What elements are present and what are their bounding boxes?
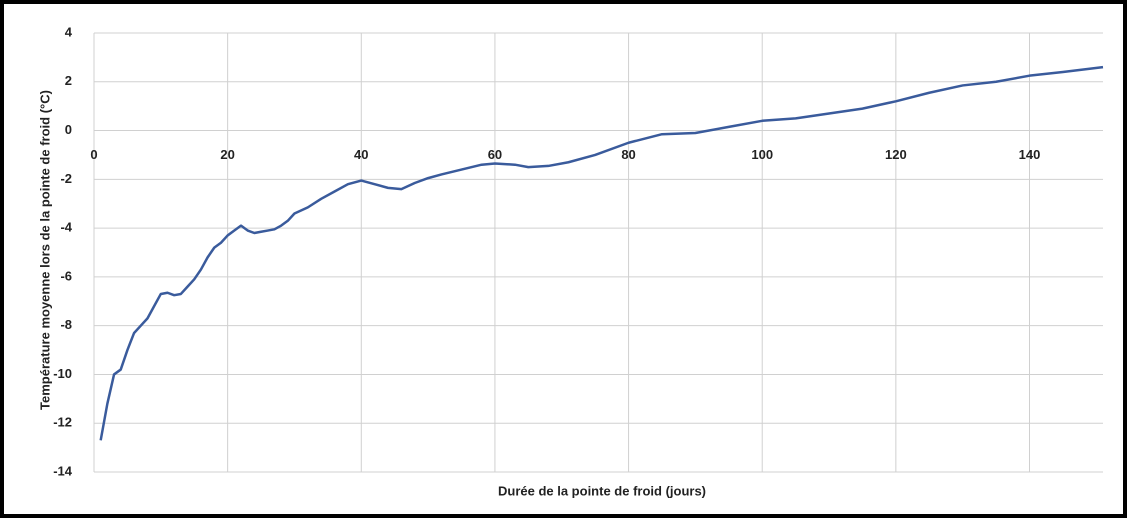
y-tick-label: -12 [53, 415, 72, 430]
line [99, 65, 1104, 441]
x-tick-label: 80 [621, 147, 635, 162]
x-tick-label: 20 [220, 147, 234, 162]
x-tick-label: 0 [90, 147, 97, 162]
y-tick-label: 0 [65, 122, 72, 137]
y-tick-label: 2 [65, 73, 72, 88]
y-tick-label: 4 [65, 24, 73, 39]
x-tick-label: 100 [751, 147, 773, 162]
y-tick-label: -6 [60, 268, 72, 283]
y-tick-label: -14 [53, 463, 73, 478]
x-tick-label: 40 [354, 147, 368, 162]
y-axis-label: Température moyenne lors de la pointe de… [37, 90, 52, 410]
x-tick-label: 120 [885, 147, 907, 162]
y-tick-label: -2 [60, 171, 72, 186]
x-tick-label: 60 [488, 147, 502, 162]
y-tick-label: -10 [53, 366, 72, 381]
y-tick-label: -8 [60, 317, 72, 332]
y-tick-label: -4 [60, 220, 72, 235]
x-axis-label: Durée de la pointe de froid (jours) [498, 483, 706, 498]
x-tick-label: 140 [1019, 147, 1041, 162]
